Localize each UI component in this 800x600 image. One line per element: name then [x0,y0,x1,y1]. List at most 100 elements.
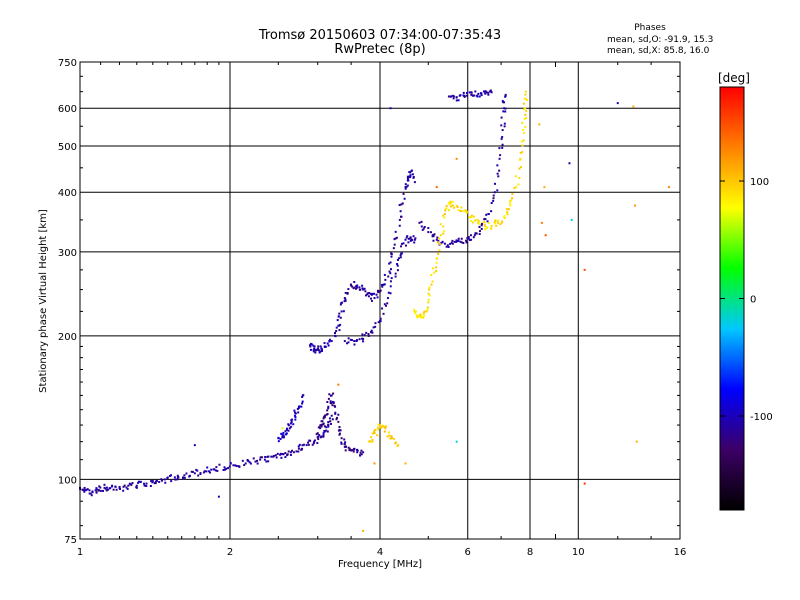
data-point [414,310,417,313]
data-point [330,422,333,425]
data-point [422,314,425,317]
data-point [384,425,387,428]
data-point [313,349,316,352]
data-point [406,176,409,179]
data-point [393,243,396,246]
data-point [389,437,392,440]
data-point [342,310,345,313]
data-point [343,340,346,343]
data-point [484,218,487,221]
data-point [435,238,438,241]
data-point [501,146,504,149]
data-point [498,147,501,150]
data-point [223,466,226,469]
data-point [474,232,477,235]
data-point [503,215,506,218]
data-point [492,194,495,197]
data-point [523,117,526,120]
data-point [234,464,237,467]
data-point [416,316,419,319]
data-point [362,288,365,291]
data-point [353,340,356,343]
scattered-point [583,482,586,485]
data-point [96,488,99,491]
scattered-point [455,440,458,443]
data-point [477,220,480,223]
data-point [323,425,326,428]
data-point [435,269,438,272]
data-point [380,283,383,286]
data-point [386,297,389,300]
data-point [430,274,433,277]
scattered-point [362,529,365,532]
data-point [243,464,246,467]
data-point [493,191,496,194]
data-point [494,219,497,222]
data-point [422,311,425,314]
data-point [478,233,481,236]
data-point [346,292,349,295]
data-point [360,453,363,456]
data-point [413,241,416,244]
data-point [99,486,102,489]
data-point [215,466,218,469]
data-point [193,472,196,475]
data-point [426,308,429,311]
data-point [401,202,404,205]
colorbar-ticks: 100 0 -100 [720,177,773,423]
x-tick-label: 2 [227,547,233,558]
data-point [379,424,381,427]
data-point [101,489,104,492]
data-point [388,270,391,273]
scattered-point [583,268,586,271]
phase-stats-x: mean, sd,X: 85.8, 16.0 [607,46,710,56]
data-point [496,221,499,224]
data-point [406,177,409,180]
data-point [519,166,522,169]
data-point [419,313,422,316]
data-point [504,107,507,110]
data-point [495,224,498,227]
data-point [361,284,364,287]
data-point [404,238,407,241]
data-point [477,92,480,95]
data-point [322,435,325,438]
data-point [300,405,303,408]
data-point [397,444,400,447]
data-point [287,423,290,426]
data-point [317,345,320,348]
data-point [381,307,384,310]
data-point [523,97,526,100]
data-point [282,453,285,456]
data-point [158,480,161,483]
data-point [387,431,390,434]
data-point [375,293,378,296]
data-point [302,443,305,446]
data-point [521,121,524,124]
data-point [371,440,374,443]
data-point [435,256,438,259]
data-point [90,494,93,497]
data-point [281,433,284,436]
data-point [468,239,471,242]
data-point [396,269,399,272]
data-point [338,312,341,315]
data-point [476,218,479,221]
data-point [472,215,475,218]
data-point [467,236,470,239]
data-point [439,223,442,226]
data-point [298,405,301,408]
data-point [263,458,266,461]
data-point [266,455,269,458]
data-point [104,487,107,490]
data-point [287,450,290,453]
data-point [374,322,377,325]
data-point [490,227,493,230]
data-point [235,465,238,468]
data-point [319,424,322,427]
data-point [301,444,304,447]
data-point [517,183,520,186]
data-point [310,343,313,346]
data-point [294,416,297,419]
data-point [122,489,125,492]
